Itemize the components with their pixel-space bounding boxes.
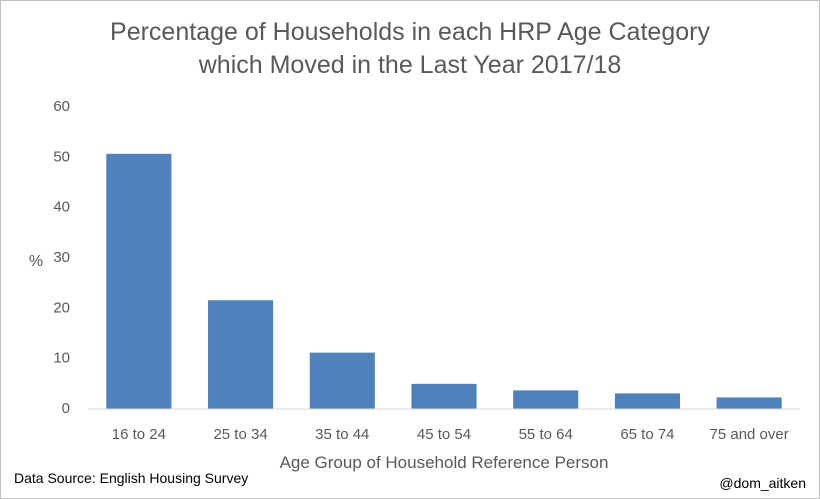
y-tick-label: 40 [53,199,70,216]
chart-title-line-1: Percentage of Households in each HRP Age… [110,18,710,46]
data-source-note: Data Source: English Housing Survey [14,470,249,486]
bar-65-to-74 [614,393,680,409]
x-axis-ticks: 16 to 24 25 to 34 35 to 44 45 to 54 55 to 64… [112,426,789,443]
bars [106,153,782,409]
bar-75-and-over [716,397,782,409]
y-tick-label: 20 [53,299,70,316]
y-axis-ticks: 0 10 20 30 40 50 60 [53,98,70,417]
author-handle: @dom_aitken [719,475,806,491]
bar-16-to-24 [106,153,172,409]
x-axis-label: Age Group of Household Reference Person [280,453,609,472]
y-tick-label: 30 [53,249,70,266]
x-tick-label: 65 to 74 [620,426,674,443]
chart-title: Percentage of Households in each HRP Age… [0,16,820,82]
y-tick-label: 10 [53,350,70,367]
bar-55-to-64 [513,390,579,409]
bar-25-to-34 [208,300,274,409]
bar-45-to-54 [411,383,477,409]
y-tick-label: 0 [62,400,70,417]
x-tick-label: 25 to 34 [213,426,267,443]
chart-title-line-2: which Moved in the Last Year 2017/18 [198,51,622,79]
y-tick-label: 50 [53,148,70,165]
y-axis-label: % [29,253,43,270]
bar-35-to-44 [309,352,375,409]
x-tick-label: 16 to 24 [112,426,166,443]
y-tick-label: 60 [53,98,70,115]
x-tick-label: 55 to 64 [519,426,573,443]
x-tick-label: 75 and over [710,426,789,443]
x-tick-label: 35 to 44 [315,426,369,443]
x-tick-label: 45 to 54 [417,426,471,443]
